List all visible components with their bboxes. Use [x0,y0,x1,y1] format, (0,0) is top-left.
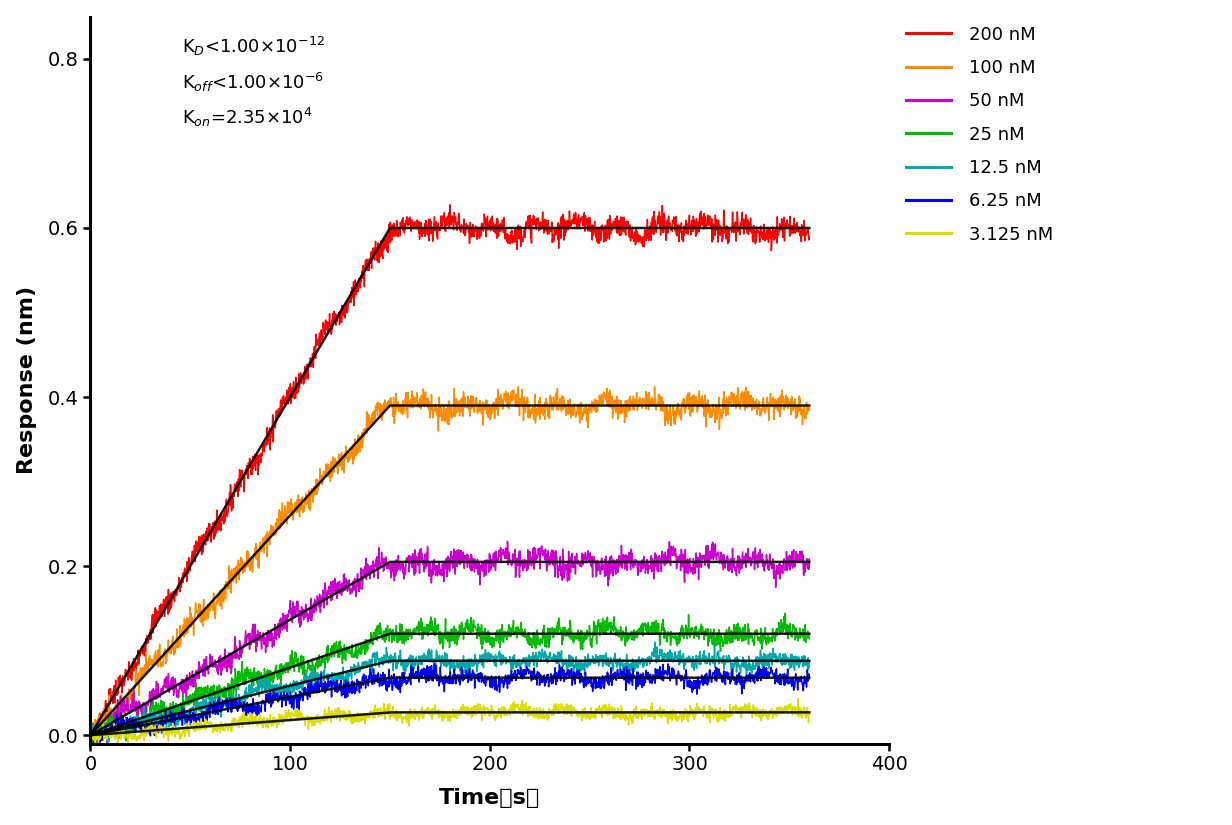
Y-axis label: Response (nm): Response (nm) [17,286,37,474]
X-axis label: Time（s）: Time（s） [439,789,541,808]
Text: K$_D$<1.00×10$^{-12}$
K$_{off}$<1.00×10$^{-6}$
K$_{on}$=2.35×10$^4$: K$_D$<1.00×10$^{-12}$ K$_{off}$<1.00×10$… [182,35,325,130]
Legend: 200 nM, 100 nM, 50 nM, 25 nM, 12.5 nM, 6.25 nM, 3.125 nM: 200 nM, 100 nM, 50 nM, 25 nM, 12.5 nM, 6… [907,26,1053,243]
